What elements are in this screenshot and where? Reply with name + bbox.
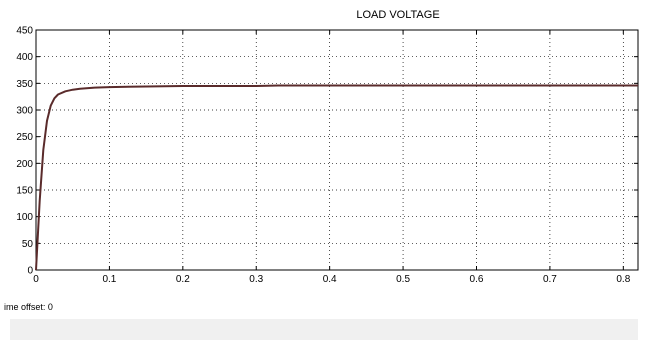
x-tick-label: 0.2 — [176, 274, 190, 285]
x-tick-label: 0.8 — [616, 274, 630, 285]
x-tick-label: 0.1 — [102, 274, 116, 285]
series-line — [35, 84, 638, 271]
y-tick-label: 0 — [27, 266, 33, 277]
plot-frame — [35, 29, 639, 271]
series-layer — [35, 84, 638, 271]
time-offset-label: ime offset: — [4, 302, 46, 312]
x-tick-label: 0 — [33, 274, 39, 285]
bottom-panel — [10, 319, 638, 340]
x-tick-label: 0.4 — [323, 274, 337, 285]
scope-chart: LOAD VOLTAGE 0 0.1 0.2 0.3 0.4 0.5 0.6 0.7 0.8 0 5… — [16, 9, 639, 286]
y-tick-label: 400 — [16, 52, 33, 63]
x-tick-label: 0.6 — [470, 274, 484, 285]
y-tick-label: 300 — [16, 106, 33, 117]
y-tick-label: 150 — [16, 186, 33, 197]
y-tick-label: 50 — [22, 239, 34, 250]
chart-title: LOAD VOLTAGE — [356, 9, 439, 21]
x-tick-label: 0.5 — [396, 274, 410, 285]
tick-labels: 0 0.1 0.2 0.3 0.4 0.5 0.6 0.7 0.8 0 50 100 150 200 250… — [16, 26, 630, 286]
y-tick-label: 350 — [16, 79, 33, 90]
axes — [35, 29, 639, 271]
status-bar: ime offset: 0 — [4, 302, 53, 312]
x-tick-label: 0.7 — [543, 274, 557, 285]
time-offset-value: 0 — [47, 302, 53, 312]
y-tick-label: 200 — [16, 159, 33, 170]
y-tick-label: 100 — [16, 212, 33, 223]
x-tick-label: 0.3 — [249, 274, 263, 285]
y-tick-label: 250 — [16, 132, 33, 143]
y-tick-label: 450 — [16, 26, 33, 37]
grid-lines — [36, 30, 638, 270]
